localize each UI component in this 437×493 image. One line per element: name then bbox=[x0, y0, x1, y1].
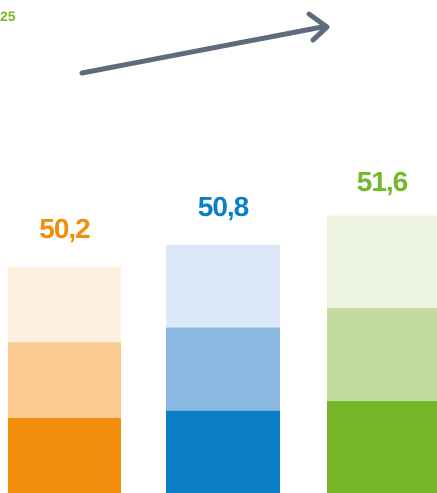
corner-number: 25 bbox=[0, 8, 16, 24]
bar-orange-segment-3 bbox=[8, 266, 121, 343]
trend-arrow-head bbox=[306, 11, 330, 43]
bar-orange-segment-1 bbox=[8, 417, 121, 493]
bar-value-label-blue: 50,8 bbox=[197, 190, 249, 222]
bar-blue-segment-3 bbox=[166, 244, 280, 328]
bar-orange-segment-2 bbox=[8, 342, 121, 419]
trend-arrow-shaft bbox=[79, 24, 325, 76]
bar-value-label-green: 51,6 bbox=[356, 165, 408, 197]
bar-green-segment-1 bbox=[327, 400, 437, 493]
bar-green-segment-2 bbox=[327, 308, 437, 402]
bar-blue-segment-2 bbox=[166, 327, 280, 411]
bar-green-segment-3 bbox=[327, 215, 437, 309]
bar-blue-segment-1 bbox=[166, 410, 280, 493]
bar-value-label-orange: 50,2 bbox=[39, 212, 90, 244]
